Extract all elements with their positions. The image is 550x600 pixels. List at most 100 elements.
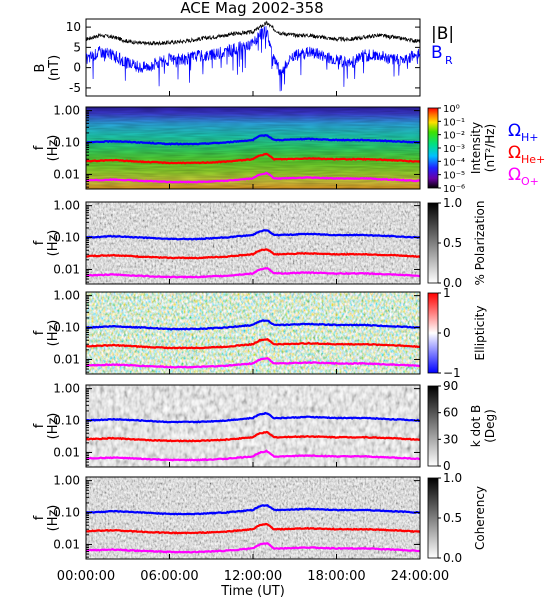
legend-b-radial-sub: R: [445, 54, 453, 67]
b-total-line: [85, 20, 421, 47]
ellipticity-ytick-label: 0.10: [53, 321, 80, 335]
ellipticity-colorbar: [427, 292, 439, 374]
legend-omega-sub: H+: [521, 131, 539, 144]
b-radial-line: [85, 26, 421, 92]
time-axis: 00:00:00 06:00:00 12:00:00 18:00:00 24:00:00: [57, 569, 449, 584]
coherency-panel: 1.00 0.10 0.01 f (Hz) 1.0 0.5 0.0 Coherency: [32, 471, 487, 565]
intensity-gyro-line-h: [85, 134, 421, 146]
intensity-colorbar-tick-label: 10⁻¹: [443, 117, 465, 128]
time-tick-label: 00:00:00: [57, 569, 115, 584]
polarization-colorbar-title: % Polarization: [473, 201, 487, 286]
intensity-colorbar-tick-label: 10⁻⁵: [443, 171, 465, 182]
intensity-ytick-label: 0.01: [53, 167, 80, 181]
coherency-gyro-line-o: [85, 542, 421, 554]
coherency-gyro-line-h: [85, 504, 421, 516]
intensity-yunit: (Hz): [46, 135, 61, 162]
intensity-colorbar-tick-label: 10⁻³: [443, 144, 465, 155]
intensity-texture: [86, 107, 420, 189]
polarization-ytick-label: 1.00: [53, 199, 80, 213]
intensity-colorbar-tick-label: 10⁻⁴: [443, 157, 465, 168]
intensity-ylabel: f: [32, 145, 47, 150]
coherency-yunit: (Hz): [46, 505, 61, 532]
legend-omega-sub: O+: [521, 175, 539, 188]
legend-b-total: |B|: [431, 24, 454, 44]
polarization-ylabel: f: [32, 240, 47, 245]
k-dot-b-ytick-label: 1.00: [53, 382, 80, 396]
polarization-gyro-line-he: [85, 248, 421, 260]
k-dot-b-colorbar-tick-label: 60: [443, 406, 458, 420]
polarization-yunit: (Hz): [46, 230, 61, 257]
polarization-colorbar-tick-label: 0.0: [443, 276, 462, 290]
b-field-ytick-label: 10: [66, 20, 81, 34]
b-field-yunit: (nT): [47, 55, 62, 81]
intensity-panel: 1.00 0.10 0.01 f (Hz) 10⁰ 10⁻¹ 10⁻² 10⁻³ 10⁻⁴ 10⁻⁵…: [32, 104, 497, 195]
k-dot-b-ytick-label: 0.10: [53, 414, 80, 428]
coherency-ytick-label: 0.10: [53, 506, 80, 520]
k-dot-b-ytick-label: 0.01: [53, 445, 80, 459]
intensity-colorbar: [427, 107, 439, 189]
k-dot-b-gyro-line-he: [85, 430, 421, 443]
b-field-plot-frame: [85, 18, 421, 97]
coherency-ytick-label: 0.01: [53, 537, 80, 551]
intensity-gyro-line-he: [85, 152, 421, 165]
ellipticity-colorbar-tick-label: −1: [443, 366, 461, 380]
k-dot-b-gyro-line-h: [85, 411, 421, 424]
b-field-series: [85, 20, 421, 96]
intensity-colorbar-tick-label: 10⁻⁶: [443, 184, 465, 195]
coherency-ylabel: f: [32, 515, 47, 520]
polarization-colorbar-tick-label: 1.0: [443, 196, 462, 210]
b-field-yaxis: 10 5 0 -5: [66, 20, 420, 95]
b-field-ytick-label: 0: [73, 61, 81, 75]
intensity-ytick-label: 0.10: [53, 136, 80, 150]
k-dot-b-panel: 1.00 0.10 0.01 f (Hz) 90 60 30 0 k dot B (Deg): [32, 379, 497, 473]
coherency-colorbar: [427, 477, 439, 559]
legend-omega-symbol: Ω: [508, 165, 521, 185]
gyrofrequency-legend: Ω H+Ω He+Ω O+: [508, 121, 545, 188]
coherency-colorbar-tick-label: 0.5: [443, 511, 462, 525]
ellipticity-gyro-line-o: [85, 356, 421, 369]
polarization-ytick-label: 0.01: [53, 262, 80, 276]
time-tick-label: 18:00:00: [307, 569, 365, 584]
polarization-panel: 1.00 0.10 0.01 f (Hz) 1.0 0.5 0.0 % Polarization: [32, 196, 487, 290]
ellipticity-gyro-line-h: [85, 319, 420, 331]
polarization-ytick-label: 0.10: [53, 231, 80, 245]
polarization-gyro-line-h: [85, 229, 420, 241]
coherency-colorbar-title: Coherency: [473, 486, 487, 550]
b-field-ytick-label: 5: [73, 40, 81, 54]
k-dot-b-yunit: (Hz): [46, 413, 61, 440]
k-dot-b-colorbar-tick-label: 30: [443, 432, 458, 446]
coherency-colorbar-tick-label: 1.0: [443, 471, 462, 485]
intensity-colorbar-unit: (nT²/Hz): [483, 124, 497, 172]
polarization-spectrogram: [86, 202, 420, 284]
intensity-colorbar-title: Intensity: [469, 122, 483, 174]
k-dot-b-colorbar-tick-label: 0: [443, 459, 451, 473]
polarization-gyro-line-o: [86, 267, 421, 279]
k-dot-b-spectrogram: [86, 385, 420, 467]
coherency-colorbar-tick-label: 0.0: [443, 551, 462, 565]
ellipticity-ytick-label: 1.00: [53, 289, 80, 303]
time-tick-label: 06:00:00: [140, 569, 198, 584]
ellipticity-ylabel: f: [32, 330, 47, 335]
b-field-panel: 10 5 0 -5 B (nT) |B| B R: [33, 18, 454, 97]
intensity-ytick-label: 1.00: [53, 104, 80, 118]
b-field-ytick-label: -5: [69, 81, 81, 95]
figure-title: ACE Mag 2002-358: [180, 0, 323, 17]
time-tick-label: 12:00:00: [224, 569, 282, 584]
legend-omega-symbol: Ω: [508, 143, 521, 163]
ellipticity-ytick-label: 0.01: [53, 352, 80, 366]
k-dot-b-colorbar-unit: (Deg): [483, 409, 497, 443]
intensity-colorbar-tick-label: 10⁻²: [443, 131, 465, 142]
k-dot-b-colorbar: [427, 385, 439, 467]
intensity-gyro-line-o: [85, 171, 421, 184]
legend-b-radial: B: [431, 43, 443, 63]
b-field-ylabel: B: [33, 64, 48, 73]
coherency-gyro-line-he: [86, 522, 421, 535]
k-dot-b-ylabel: f: [32, 423, 47, 428]
ellipticity-spectrogram: [86, 292, 420, 374]
polarization-colorbar-tick-label: 0.5: [443, 236, 462, 250]
ellipticity-yunit: (Hz): [46, 320, 61, 347]
ellipticity-panel: 1.00 0.10 0.01 f (Hz) 1 0 −1 Ellipticity: [32, 286, 487, 380]
k-dot-b-colorbar-title: k dot B: [469, 405, 483, 447]
k-dot-b-gyro-line-o: [85, 449, 420, 462]
